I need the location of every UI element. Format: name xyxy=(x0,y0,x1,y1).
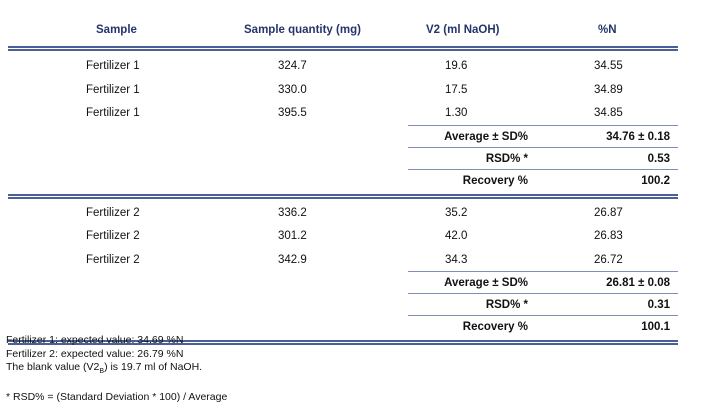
header-v2: V2 (ml NaOH) xyxy=(426,24,500,36)
cell-quantity: 342.9 xyxy=(278,253,307,266)
cell-quantity: 395.5 xyxy=(278,107,307,119)
cell-v2: 35.2 xyxy=(445,206,468,219)
cell-percent-n: 26.87 xyxy=(594,206,623,219)
cell-percent-n: 34.89 xyxy=(594,83,623,96)
header-sample: Sample xyxy=(96,24,137,36)
header-percent-n: %N xyxy=(598,24,617,36)
rsd-row: RSD% * 0.31 xyxy=(8,294,678,316)
rsd-label: RSD% * xyxy=(485,152,528,165)
cell-v2: 1.30 xyxy=(445,107,468,119)
recovery-value: 100.2 xyxy=(641,174,670,187)
table-row: Fertilizer 2 336.2 35.2 26.87 xyxy=(8,202,678,226)
cell-sample: Fertilizer 1 xyxy=(86,60,140,72)
note-blank-value-suffix: ) is 19.7 ml of NaOH. xyxy=(104,361,203,373)
note-blank-value: The blank value (V2B) is 19.7 ml of NaOH… xyxy=(6,361,202,379)
cell-v2: 17.5 xyxy=(445,83,468,96)
table-bottom-divider xyxy=(8,340,678,345)
table-row: Fertilizer 2 342.9 34.3 26.72 xyxy=(8,249,678,272)
rsd-label: RSD% * xyxy=(485,299,528,311)
cell-percent-n: 34.85 xyxy=(594,107,623,119)
cell-sample: Fertilizer 2 xyxy=(86,253,140,266)
rsd-row: RSD% * 0.53 xyxy=(8,148,678,170)
cell-sample: Fertilizer 1 xyxy=(86,107,140,119)
cell-quantity: 301.2 xyxy=(278,230,307,242)
recovery-value: 100.1 xyxy=(641,321,670,333)
table-header: Sample Sample quantity (mg) V2 (ml NaOH)… xyxy=(8,16,678,46)
average-value: 26.81 ± 0.08 xyxy=(606,277,670,289)
cell-sample: Fertilizer 1 xyxy=(86,83,140,96)
rsd-footnote: * RSD% = (Standard Deviation * 100) / Av… xyxy=(6,391,228,403)
cell-percent-n: 34.55 xyxy=(594,60,623,72)
note-fertilizer-1: Fertilizer 1: expected value: 34.69 %N xyxy=(6,334,184,346)
table-row: Fertilizer 1 395.5 1.30 34.85 xyxy=(8,102,678,126)
note-blank-value-subscript: B xyxy=(99,368,105,376)
average-value: 34.76 ± 0.18 xyxy=(606,130,670,143)
average-row: Average ± SD% 26.81 ± 0.08 xyxy=(8,272,678,294)
recovery-row: Recovery % 100.1 xyxy=(8,316,678,338)
results-table: Sample Sample quantity (mg) V2 (ml NaOH)… xyxy=(8,16,678,345)
cell-percent-n: 26.83 xyxy=(594,230,623,242)
table-row: Fertilizer 1 324.7 19.6 34.55 xyxy=(8,55,678,79)
note-fertilizer-2: Fertilizer 2: expected value: 26.79 %N xyxy=(6,347,184,360)
recovery-row: Recovery % 100.2 xyxy=(8,170,678,192)
cell-v2: 42.0 xyxy=(445,230,468,242)
header-sample-quantity: Sample quantity (mg) xyxy=(244,24,361,36)
cell-quantity: 324.7 xyxy=(278,60,307,72)
recovery-label: Recovery % xyxy=(462,174,528,187)
cell-percent-n: 26.72 xyxy=(594,253,623,266)
cell-v2: 34.3 xyxy=(445,253,468,266)
average-label: Average ± SD% xyxy=(444,130,528,143)
cell-v2: 19.6 xyxy=(445,60,468,72)
cell-sample: Fertilizer 2 xyxy=(86,230,140,242)
header-divider xyxy=(8,46,678,51)
note-blank-value-prefix: The blank value (V2 xyxy=(6,361,100,373)
average-row: Average ± SD% 34.76 ± 0.18 xyxy=(8,126,678,148)
cell-quantity: 336.2 xyxy=(278,206,307,219)
table-row: Fertilizer 1 330.0 17.5 34.89 xyxy=(8,79,678,103)
cell-quantity: 330.0 xyxy=(278,83,307,96)
recovery-label: Recovery % xyxy=(462,321,528,333)
rsd-value: 0.31 xyxy=(647,299,670,311)
rsd-value: 0.53 xyxy=(647,152,670,165)
average-label: Average ± SD% xyxy=(444,277,528,289)
table-notes: Fertilizer 1: expected value: 34.69 %N F… xyxy=(6,334,202,379)
group-divider xyxy=(8,193,678,199)
table-row: Fertilizer 2 301.2 42.0 26.83 xyxy=(8,225,678,249)
cell-sample: Fertilizer 2 xyxy=(86,206,140,219)
